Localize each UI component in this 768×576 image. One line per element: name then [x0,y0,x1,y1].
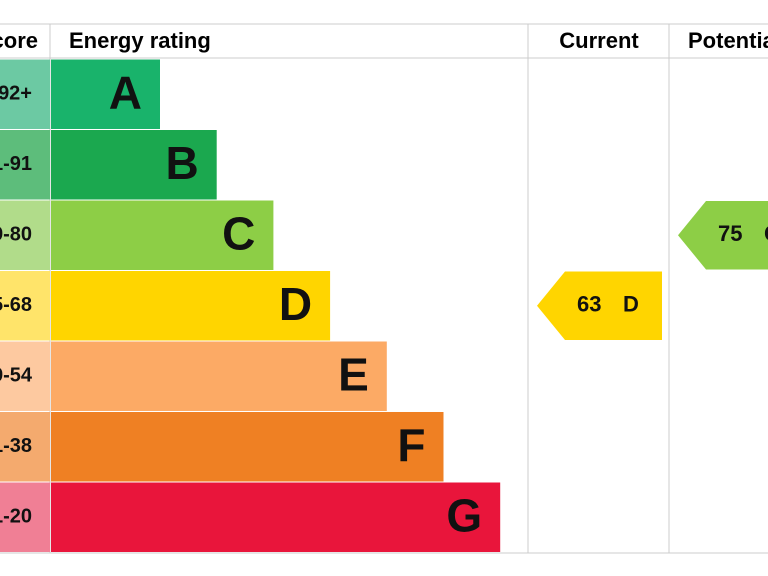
header-energy-rating: Energy rating [69,28,211,53]
band-bar [51,482,501,552]
score-cell [0,482,50,552]
band-bar [51,200,274,270]
potential-value: 75 [718,221,742,246]
band-letter: C [222,207,255,259]
score-cell [0,271,50,341]
score-range: 1-20 [0,506,32,528]
band-bar [51,59,160,129]
band-bar [51,412,444,482]
score-cell [0,341,50,411]
score-range: 69-80 [0,224,32,246]
current-band: D [623,292,639,317]
current-arrow [537,271,662,340]
band-letter: E [338,348,369,400]
band-bar [51,271,331,341]
score-cell [0,130,50,200]
header-potential: Potential [688,28,768,53]
band-letter: G [446,489,482,541]
potential-arrow [678,201,768,270]
potential-band: C [764,221,768,246]
score-range: 21-38 [0,435,32,457]
band-letter: A [109,66,142,118]
score-cell [0,412,50,482]
header-score: Score [0,28,38,53]
band-letter: D [279,278,312,330]
score-cell [0,200,50,270]
score-range: 81-91 [0,153,32,175]
band-bar [51,341,387,411]
current-value: 63 [577,292,601,317]
band-letter: F [397,419,425,471]
score-range: 92+ [0,83,32,105]
band-letter: B [165,137,198,189]
score-range: 55-68 [0,294,32,316]
score-range: 39-54 [0,365,33,387]
header-current: Current [559,28,639,53]
band-bar [51,130,217,200]
score-cell [0,59,50,129]
